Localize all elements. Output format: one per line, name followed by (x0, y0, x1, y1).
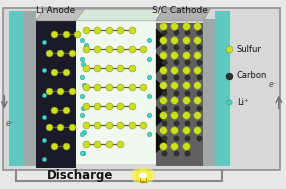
Bar (203, 19, 214, 166)
Text: Li Anode: Li Anode (36, 6, 76, 15)
Bar (36, 21, 76, 168)
Circle shape (140, 173, 146, 178)
Bar (156, 23, 203, 166)
Bar (3, 8, 280, 170)
Text: S/C Cathode: S/C Cathode (152, 6, 207, 15)
Bar (9, 11, 24, 166)
Polygon shape (36, 9, 84, 21)
Polygon shape (156, 53, 167, 74)
Polygon shape (156, 106, 167, 127)
Text: Sulfur: Sulfur (237, 45, 262, 54)
Bar (24, 11, 36, 166)
Text: Discharge: Discharge (47, 169, 113, 182)
Text: e⁻: e⁻ (269, 80, 277, 89)
Bar (76, 21, 156, 164)
Polygon shape (156, 132, 167, 153)
Text: e⁻: e⁻ (6, 119, 15, 128)
Circle shape (134, 170, 152, 181)
Text: Carbon: Carbon (237, 71, 267, 80)
Text: Li⁺: Li⁺ (237, 98, 248, 107)
Polygon shape (76, 9, 163, 21)
Polygon shape (156, 9, 210, 21)
Circle shape (131, 167, 155, 183)
Polygon shape (156, 79, 167, 100)
Bar (214, 11, 230, 166)
Polygon shape (156, 28, 167, 49)
